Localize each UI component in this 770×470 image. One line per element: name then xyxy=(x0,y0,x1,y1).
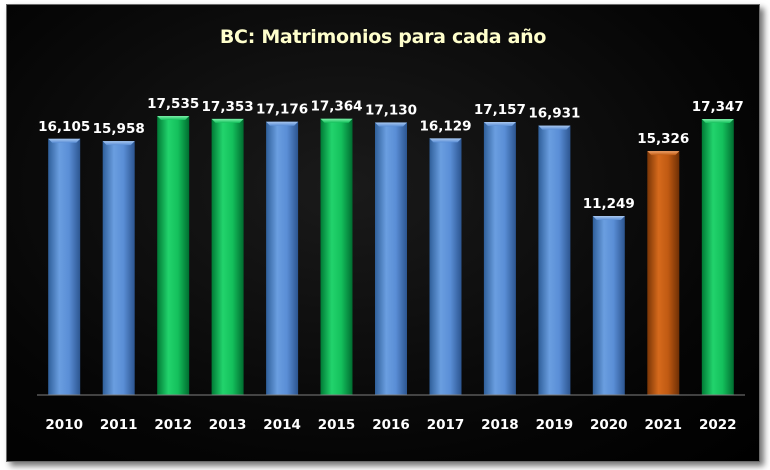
bar-cap-2016 xyxy=(375,122,407,127)
bar-cap-2012 xyxy=(157,116,190,120)
bar-body-2013 xyxy=(211,118,244,396)
x-tick-label-2018: 2018 xyxy=(481,417,519,433)
bar-2020 xyxy=(592,216,625,395)
bar-body-2019 xyxy=(538,125,571,395)
x-tick-label-2013: 2013 xyxy=(209,417,247,433)
bar-cap-2019 xyxy=(538,125,571,130)
value-label-2015: 17,364 xyxy=(310,99,362,115)
value-label-2021: 15,326 xyxy=(637,131,689,147)
bar-2011 xyxy=(102,141,135,395)
bar-cap-2018 xyxy=(483,122,516,127)
x-tick-label-2020: 2020 xyxy=(590,417,628,433)
bar-cap-2014 xyxy=(266,121,299,126)
x-tick-label-2017: 2017 xyxy=(427,417,465,433)
value-label-2013: 17,353 xyxy=(202,99,254,115)
value-label-2014: 17,176 xyxy=(256,102,308,118)
x-tick-label-2022: 2022 xyxy=(699,417,737,433)
bar-body-2015 xyxy=(320,118,353,395)
bar-cap-2015 xyxy=(320,118,353,123)
x-tick-label-2012: 2012 xyxy=(154,417,192,433)
value-label-2018: 17,157 xyxy=(474,102,526,118)
chart-title: BC: Matrimonios para cada año xyxy=(219,26,547,48)
x-tick-label-2010: 2010 xyxy=(45,417,83,433)
bar-2014 xyxy=(266,121,299,395)
value-label-2011: 15,958 xyxy=(93,121,145,137)
x-tick-label-2016: 2016 xyxy=(372,417,410,433)
x-tick-label-2014: 2014 xyxy=(263,417,301,433)
x-tick-label-2021: 2021 xyxy=(645,417,683,433)
x-tick-label-2019: 2019 xyxy=(536,417,574,433)
bar-2015 xyxy=(320,118,353,395)
bar-2013 xyxy=(211,118,244,396)
bar-body-2020 xyxy=(592,216,625,395)
bar-body-2016 xyxy=(375,122,407,396)
bar-2019 xyxy=(538,125,571,395)
x-tick-label-2015: 2015 xyxy=(318,417,356,433)
bar-2022 xyxy=(701,118,734,395)
bar-body-2011 xyxy=(102,141,135,395)
chart-frame: BC: Matrimonios para cada año xyxy=(6,4,760,462)
bar-body-2014 xyxy=(266,121,299,395)
bar-body-2010 xyxy=(48,138,81,396)
bar-body-2021 xyxy=(647,151,680,395)
bar-cap-2017 xyxy=(429,138,462,143)
bar-cap-2011 xyxy=(102,141,135,146)
x-tick-labels-layer: 2010 2011 2012 2013 2014 2015 2016 2017 2018 2019… xyxy=(45,417,736,433)
bar-2012 xyxy=(157,116,190,395)
value-label-2016: 17,130 xyxy=(365,102,417,118)
value-label-2020: 11,249 xyxy=(583,196,635,212)
bar-body-2022 xyxy=(701,119,734,395)
bar-2016 xyxy=(375,122,407,396)
bar-2017 xyxy=(429,138,462,395)
bars-layer xyxy=(48,116,734,396)
bar-2010 xyxy=(48,138,81,396)
bar-body-2018 xyxy=(483,122,516,395)
value-label-2010: 16,105 xyxy=(38,119,90,135)
bar-body-2012 xyxy=(157,116,190,395)
value-label-2017: 16,129 xyxy=(419,118,471,134)
bar-cap-2021 xyxy=(647,151,680,156)
value-label-2019: 16,931 xyxy=(528,106,580,122)
value-label-2012: 17,535 xyxy=(147,96,199,112)
bar-2018 xyxy=(483,122,516,395)
bar-cap-2010 xyxy=(48,138,81,143)
bar-cap-2022 xyxy=(701,118,734,123)
x-tick-label-2011: 2011 xyxy=(100,417,138,433)
bar-2021 xyxy=(647,151,680,395)
value-label-2022: 17,347 xyxy=(692,99,744,115)
bar-cap-2020 xyxy=(592,216,625,221)
bar-cap-2013 xyxy=(211,118,244,123)
bar-body-2017 xyxy=(429,138,462,395)
